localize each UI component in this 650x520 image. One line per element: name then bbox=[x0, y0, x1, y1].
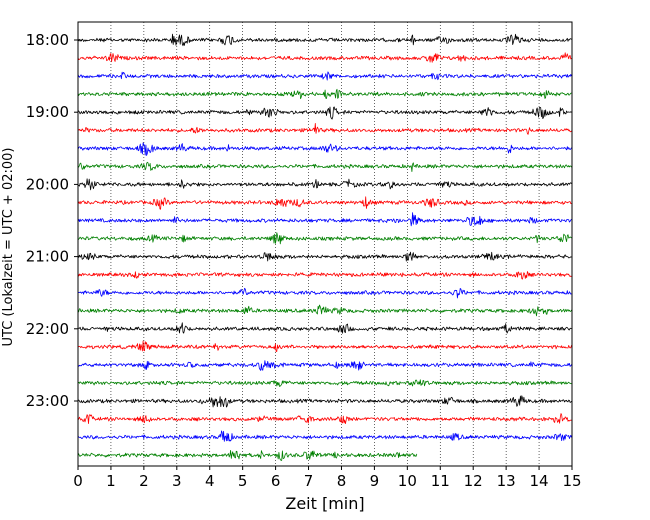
y-tick-label: 20:00 bbox=[26, 175, 69, 193]
x-tick-label: 8 bbox=[337, 472, 347, 490]
x-axis: 0 1 2 3 4 5 6 7 8 9 10 11 12 13 14 15 bbox=[73, 466, 582, 490]
x-tick-label: 0 bbox=[73, 472, 83, 490]
y-tick-label: 22:00 bbox=[26, 320, 69, 338]
seismic-trace bbox=[77, 395, 572, 408]
y-tick-label: 21:00 bbox=[26, 248, 69, 266]
seismic-trace bbox=[77, 71, 572, 81]
x-tick-label: 10 bbox=[398, 472, 417, 490]
seismic-trace bbox=[77, 212, 572, 227]
x-tick-label: 7 bbox=[304, 472, 314, 490]
y-axis: 18:00 19:00 20:00 21:00 22:00 23:00 bbox=[26, 31, 78, 410]
seismic-trace bbox=[77, 88, 572, 100]
y-tick-label: 18:00 bbox=[26, 31, 69, 49]
seismic-trace bbox=[77, 430, 572, 442]
y-axis-title: UTC (Lokalzeit = UTC + 02:00) bbox=[1, 148, 16, 347]
seismic-trace bbox=[77, 33, 572, 47]
trace-layer bbox=[77, 33, 572, 461]
seismic-trace bbox=[77, 379, 572, 387]
x-tick-label: 4 bbox=[205, 472, 215, 490]
seismic-trace bbox=[77, 232, 572, 245]
y-tick-label: 19:00 bbox=[26, 103, 69, 121]
seismic-trace bbox=[77, 413, 572, 425]
seismic-trace bbox=[77, 322, 572, 334]
seismic-trace bbox=[77, 287, 572, 299]
seismic-trace bbox=[77, 122, 572, 135]
x-tick-label: 6 bbox=[271, 472, 281, 490]
seismic-trace bbox=[77, 271, 572, 280]
seismic-trace bbox=[77, 142, 572, 156]
seismic-trace bbox=[77, 161, 572, 173]
seismic-trace bbox=[77, 360, 572, 371]
plot-frame bbox=[77, 21, 573, 467]
x-tick-label: 13 bbox=[497, 472, 516, 490]
grid-lines bbox=[110, 22, 540, 466]
x-tick-label: 15 bbox=[562, 472, 581, 490]
x-tick-label: 5 bbox=[238, 472, 248, 490]
x-tick-label: 3 bbox=[172, 472, 182, 490]
x-axis-title: Zeit [min] bbox=[285, 494, 364, 513]
seismic-trace bbox=[77, 340, 572, 352]
x-tick-label: 14 bbox=[530, 472, 549, 490]
seismic-trace bbox=[77, 304, 572, 317]
seismic-trace bbox=[77, 178, 572, 191]
seismic-trace bbox=[77, 52, 572, 63]
x-tick-label: 9 bbox=[370, 472, 380, 490]
x-tick-label: 2 bbox=[139, 472, 149, 490]
seismic-trace bbox=[77, 196, 572, 210]
x-tick-label: 1 bbox=[106, 472, 116, 490]
y-tick-label: 23:00 bbox=[26, 392, 69, 410]
seismic-trace bbox=[77, 450, 418, 461]
seismic-trace bbox=[77, 251, 572, 262]
seismic-trace bbox=[77, 106, 572, 120]
x-tick-label: 11 bbox=[431, 472, 450, 490]
x-tick-label: 12 bbox=[464, 472, 483, 490]
